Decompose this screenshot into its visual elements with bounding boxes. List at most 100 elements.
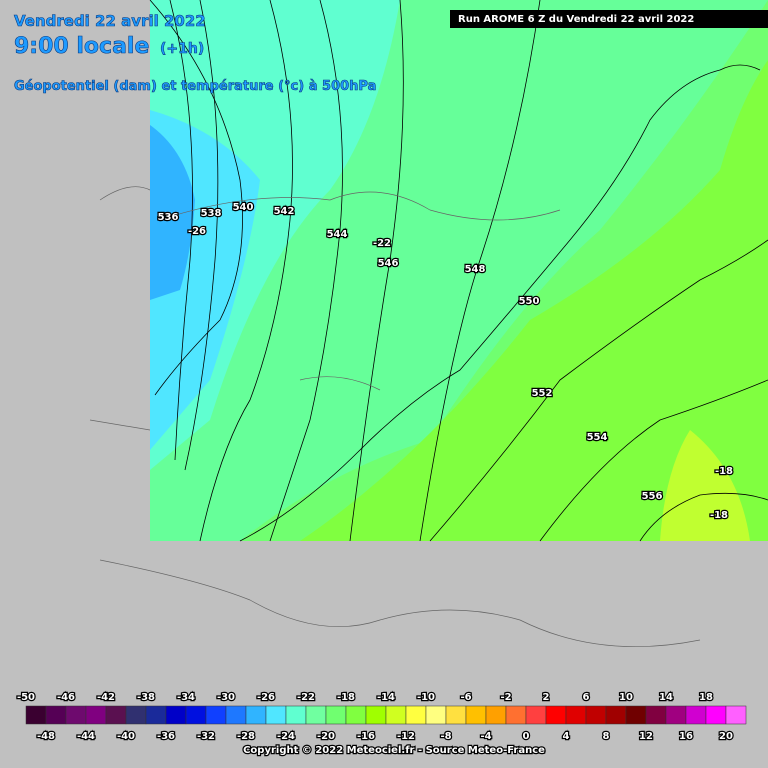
- legend-label: 6: [583, 692, 590, 703]
- contour-line: [239, 64, 761, 542]
- copyright: Copyright © 2022 Meteociel.fr - Source M…: [243, 745, 545, 756]
- geopotential-label: 556: [642, 491, 663, 502]
- legend-label: -38: [137, 692, 155, 703]
- legend-label: -10: [417, 692, 435, 703]
- legend-swatch: [685, 705, 707, 725]
- legend-label: 12: [639, 731, 653, 742]
- legend-label: -36: [157, 731, 175, 742]
- temperature-label: -18: [710, 510, 728, 521]
- geopotential-label: 536: [158, 212, 179, 223]
- legend-swatch: [425, 705, 447, 725]
- time: 9:00 locale: [14, 34, 149, 59]
- legend-label: 4: [563, 731, 570, 742]
- legend-label: -46: [57, 692, 75, 703]
- legend-swatch: [565, 705, 587, 725]
- legend-label: -28: [237, 731, 255, 742]
- geopotential-label: 546: [378, 258, 399, 269]
- temp-zone: [660, 430, 750, 541]
- legend-label: 8: [603, 731, 610, 742]
- legend-swatch: [485, 705, 507, 725]
- contour-line: [149, 0, 243, 396]
- legend-swatch: [545, 705, 567, 725]
- legend-swatch: [165, 705, 187, 725]
- legend-swatch: [585, 705, 607, 725]
- legend-label: -26: [257, 692, 275, 703]
- legend-swatch: [505, 705, 527, 725]
- geopotential-label: 544: [327, 229, 348, 240]
- geopotential-label: 538: [201, 208, 222, 219]
- legend-swatch: [365, 705, 387, 725]
- legend-swatch: [45, 705, 67, 725]
- legend-swatch: [265, 705, 287, 725]
- legend-label: -14: [377, 692, 395, 703]
- run: Run AROME 6 Z du Vendredi 22 avril 2022: [458, 14, 694, 25]
- coastline: [89, 186, 701, 647]
- legend-label: 2: [543, 692, 550, 703]
- geopotential-label: 552: [532, 388, 553, 399]
- legend-label: -40: [117, 731, 135, 742]
- legend-label: 14: [659, 692, 673, 703]
- legend-label: 0: [523, 731, 530, 742]
- legend-label: -20: [317, 731, 335, 742]
- legend-swatch: [65, 705, 87, 725]
- legend-label: -34: [177, 692, 195, 703]
- geopotential-label: 548: [465, 264, 486, 275]
- contour-line: [539, 379, 768, 542]
- legend-label: 20: [719, 731, 733, 742]
- contour-line: [169, 0, 193, 461]
- legend-label: -12: [397, 731, 415, 742]
- legend-swatch: [605, 705, 627, 725]
- legend-swatch: [665, 705, 687, 725]
- map-labels: 536 538 540 542 544 546 548 550 552 554 556 -26 -22 -…: [156, 201, 734, 523]
- legend-swatch: [145, 705, 167, 725]
- legend-swatch: [725, 705, 747, 725]
- legend-label: -2: [500, 692, 511, 703]
- legend-label: -42: [97, 692, 115, 703]
- legend-swatch: [445, 705, 467, 725]
- legend-swatch: [185, 705, 207, 725]
- contour-line: [349, 0, 404, 542]
- legend-swatch: [625, 705, 647, 725]
- legend-swatch: [205, 705, 227, 725]
- legend-swatch: [345, 705, 367, 725]
- legend-swatch: [85, 705, 107, 725]
- legend-swatch: [305, 705, 327, 725]
- legend-swatch: [645, 705, 667, 725]
- geopotential-label: 540: [233, 202, 254, 213]
- legend-swatch: [525, 705, 547, 725]
- legend-label: -8: [440, 731, 451, 742]
- legend-swatch: [705, 705, 727, 725]
- legend-swatch: [245, 705, 267, 725]
- legend-swatch: [25, 705, 47, 725]
- border-line: [159, 191, 561, 391]
- legend: -50 -46 -42 -38 -34 -30 -26 -22 -18 -14 -10 -6 -2 2 6 1…: [16, 691, 747, 743]
- contour-line: [199, 0, 293, 542]
- legend-label: -50: [17, 692, 35, 703]
- contour-line: [269, 0, 343, 542]
- legend-label: -48: [37, 731, 55, 742]
- legend-label: -4: [480, 731, 491, 742]
- offset: (+1h): [160, 41, 204, 57]
- legend-label: -32: [197, 731, 215, 742]
- date: Vendredi 22 avril 2022: [14, 12, 206, 30]
- legend-swatch: [105, 705, 127, 725]
- legend-label: -18: [337, 692, 355, 703]
- legend-label: 18: [699, 692, 713, 703]
- contour-line: [639, 492, 768, 542]
- legend-label: -44: [77, 731, 95, 742]
- contour-line: [419, 0, 541, 542]
- run-box: [450, 10, 768, 28]
- geopotential-label: 550: [519, 296, 540, 307]
- geopotential-label: 554: [587, 432, 608, 443]
- temperature-label: -26: [188, 226, 206, 237]
- temperature-label: -22: [373, 238, 391, 249]
- temp-zone: [150, 125, 195, 300]
- legend-label: 16: [679, 731, 693, 742]
- legend-swatch: [465, 705, 487, 725]
- geopotential-label: 542: [274, 206, 295, 217]
- legend-label: -22: [297, 692, 315, 703]
- legend-label: -24: [277, 731, 295, 742]
- legend-swatch: [225, 705, 247, 725]
- legend-label: 10: [619, 692, 633, 703]
